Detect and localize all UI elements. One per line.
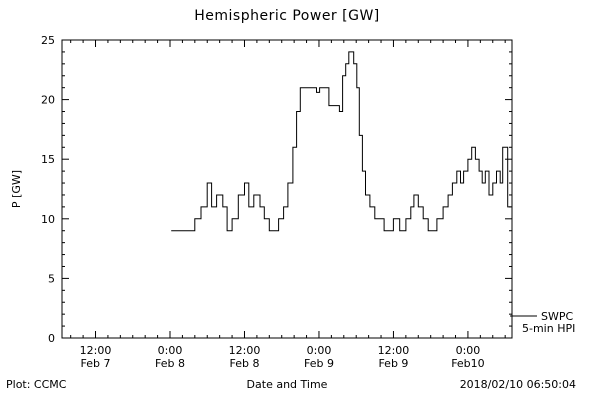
x-axis-label: Date and Time [246,378,328,391]
x-tick-date-label: Feb 9 [378,357,408,370]
hpi-step-line [171,51,511,232]
plot-timestamp: 2018/02/10 06:50:04 [459,378,576,391]
x-tick-date-label: Feb 7 [81,357,111,370]
y-tick-label: 10 [41,213,55,226]
plot-source-label: Plot: CCMC [6,378,67,391]
y-tick-label: 0 [48,332,55,345]
x-tick-time-label: 0:00 [456,344,481,357]
x-tick-date-label: Feb 9 [304,357,334,370]
x-tick-time-label: 0:00 [158,344,183,357]
x-tick-time-label: 0:00 [307,344,332,357]
chart-title: Hemispheric Power [GW] [194,8,380,24]
y-tick-label: 15 [41,153,55,166]
legend-series-desc: 5-min HPI [522,322,576,335]
legend-series-name: SWPC [541,310,574,323]
x-tick-date-label: Feb 8 [155,357,185,370]
y-tick-label: 5 [48,272,55,285]
y-tick-label: 20 [41,94,55,107]
x-tick-date-label: Feb10 [451,357,484,370]
x-tick-time-label: 12:00 [80,344,112,357]
y-tick-label: 25 [41,34,55,47]
x-tick-time-label: 12:00 [378,344,410,357]
plot-border [61,39,513,339]
x-tick-date-label: Feb 8 [229,357,259,370]
x-tick-time-label: 12:00 [229,344,261,357]
